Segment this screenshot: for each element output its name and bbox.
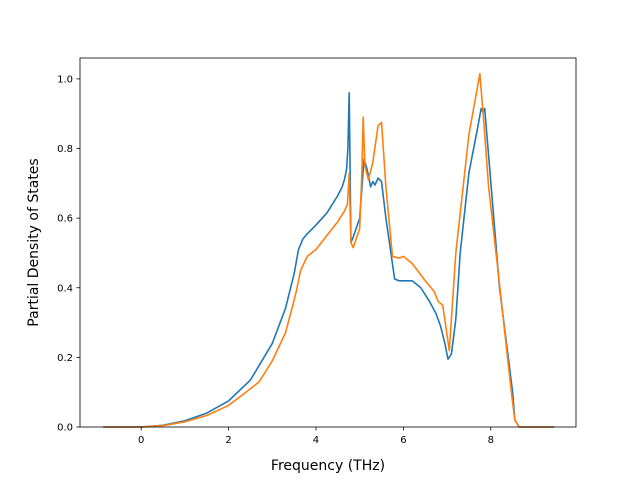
y-tick-label: 0.6 xyxy=(57,214,73,225)
x-tick-label: 0 xyxy=(138,435,144,446)
y-tick-label: 1.0 xyxy=(57,74,73,85)
series-line-2 xyxy=(103,72,555,428)
y-tick-label: 0.8 xyxy=(57,144,73,155)
x-axis-label: Frequency (THz) xyxy=(271,458,385,474)
x-tick-label: 6 xyxy=(400,435,406,446)
y-tick-label: 0.4 xyxy=(57,283,73,294)
x-tick-label: 2 xyxy=(225,435,231,446)
plot-frame xyxy=(79,57,577,428)
plot-background xyxy=(80,58,576,427)
y-tick-label: 0.2 xyxy=(57,353,73,364)
y-axis-label: Partial Density of States xyxy=(26,158,42,326)
series-layer xyxy=(103,72,555,428)
axes-layer: 0 2 4 6 8 0.0 0.2 0.4 0.6 0.8 1.0 xyxy=(57,74,494,446)
y-tick-label: 0.0 xyxy=(57,423,73,434)
x-tick-label: 8 xyxy=(488,435,494,446)
x-tick-label: 4 xyxy=(313,435,319,446)
